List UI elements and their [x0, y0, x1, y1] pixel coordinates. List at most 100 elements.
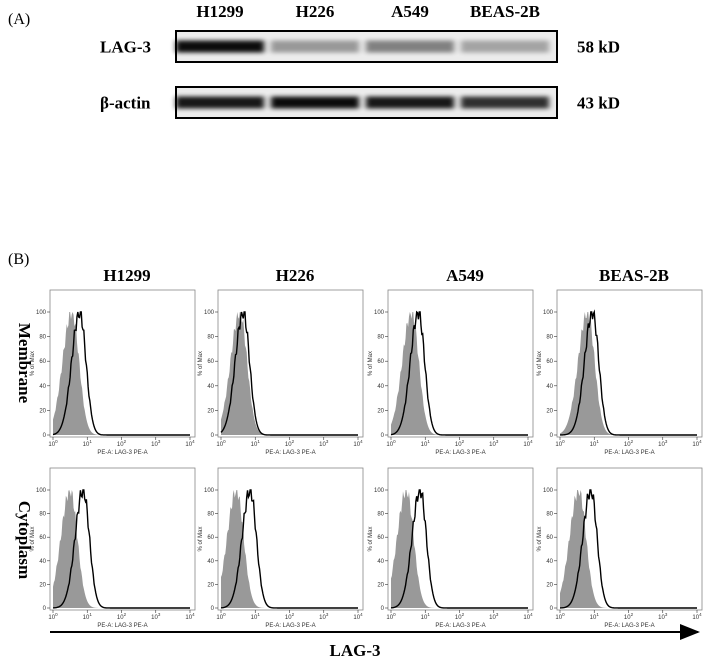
isotype-fill — [221, 312, 358, 435]
tick-exponent: 1 — [596, 612, 599, 617]
isotype-fill — [53, 490, 190, 608]
isotype-fill — [221, 490, 358, 608]
tick-exponent: 4 — [530, 612, 533, 617]
plot-frame — [49, 289, 196, 438]
tick-base: 10 — [353, 442, 360, 448]
plot-frame — [217, 467, 364, 611]
y-tick-label: 100 — [374, 488, 385, 494]
y-tick-label: 0 — [550, 606, 554, 612]
x-tick-label: 103 — [489, 439, 499, 448]
sample-line — [220, 311, 358, 436]
tick-base: 10 — [624, 442, 631, 448]
tick-exponent: 4 — [192, 612, 195, 617]
tick-base: 10 — [455, 615, 462, 621]
band — [271, 96, 359, 109]
y-tick-label: 100 — [204, 310, 215, 316]
tick-exponent: 4 — [530, 439, 533, 444]
x-tick-label: 101 — [590, 612, 600, 621]
y-tick-label: 20 — [546, 408, 553, 414]
y-axis-label: % of Max — [537, 526, 543, 551]
tick-base: 10 — [658, 442, 665, 448]
band — [366, 96, 454, 109]
band — [271, 40, 359, 53]
panel-label: (B) — [8, 251, 29, 268]
x-tick-label: 102 — [455, 612, 465, 621]
band — [461, 40, 549, 53]
x-tick-label: 102 — [285, 439, 295, 448]
tick-base: 10 — [353, 615, 360, 621]
sample-line — [390, 489, 528, 609]
tick-base: 10 — [83, 615, 90, 621]
y-tick-label: 100 — [36, 488, 47, 494]
tick-base: 10 — [117, 442, 124, 448]
x-tick-label: 104 — [185, 439, 195, 448]
x-tick-label: 101 — [421, 439, 431, 448]
y-tick-label: 60 — [377, 535, 384, 541]
plot-frame — [217, 289, 364, 438]
band — [461, 96, 549, 109]
plot-frame — [49, 467, 196, 611]
y-tick-label: 100 — [374, 310, 385, 316]
plot-frame — [387, 289, 534, 438]
x-tick-label: 101 — [83, 612, 93, 621]
tick-base: 10 — [555, 615, 562, 621]
y-tick-label: 20 — [39, 582, 46, 588]
blot-label: β-actin — [100, 94, 151, 113]
column-header: BEAS-2B — [470, 2, 540, 21]
y-axis-label: % of Max — [198, 351, 204, 376]
y-axis-label: % of Max — [198, 526, 204, 551]
y-tick-label: 100 — [543, 488, 554, 494]
sample-line — [559, 309, 697, 436]
x-tick-label: 100 — [386, 439, 396, 448]
y-axis-label: % of Max — [30, 351, 36, 376]
column-header: BEAS-2B — [599, 266, 669, 285]
y-tick-label: 100 — [36, 310, 47, 316]
tick-exponent: 3 — [665, 612, 668, 617]
y-tick-label: 0 — [43, 433, 47, 439]
tick-exponent: 2 — [462, 612, 465, 617]
y-tick-label: 60 — [39, 535, 46, 541]
tick-base: 10 — [386, 615, 393, 621]
tick-base: 10 — [216, 615, 223, 621]
x-tick-label: 101 — [421, 612, 431, 621]
y-tick-label: 20 — [546, 582, 553, 588]
y-tick-label: 60 — [377, 359, 384, 365]
tick-exponent: 1 — [89, 612, 92, 617]
blot-label: LAG-3 — [100, 38, 151, 57]
x-tick-label: 104 — [692, 612, 702, 621]
tick-exponent: 2 — [631, 612, 634, 617]
tick-exponent: 4 — [360, 439, 363, 444]
y-axis-label: % of Max — [537, 351, 543, 376]
panel-label: (A) — [8, 11, 30, 28]
tick-base: 10 — [83, 442, 90, 448]
tick-exponent: 2 — [124, 612, 127, 617]
tick-base: 10 — [185, 615, 192, 621]
y-tick-label: 40 — [546, 559, 553, 565]
isotype-fill — [391, 312, 528, 435]
tick-base: 10 — [151, 615, 158, 621]
y-tick-label: 0 — [211, 606, 215, 612]
x-axis-label: PE-A: LAG-3 PE-A — [435, 623, 485, 629]
arrow-label: LAG-3 — [330, 641, 381, 660]
tick-exponent: 3 — [496, 612, 499, 617]
x-tick-label: 104 — [185, 612, 195, 621]
tick-exponent: 1 — [257, 612, 260, 617]
x-tick-label: 102 — [285, 612, 295, 621]
tick-base: 10 — [523, 442, 530, 448]
y-tick-label: 60 — [546, 359, 553, 365]
x-tick-label: 101 — [251, 439, 261, 448]
x-axis-label: PE-A: LAG-3 PE-A — [604, 623, 654, 629]
y-tick-label: 0 — [550, 433, 554, 439]
y-tick-label: 40 — [377, 559, 384, 565]
column-header: A549 — [446, 266, 484, 285]
plot-frame — [556, 467, 703, 611]
x-tick-label: 100 — [216, 612, 226, 621]
y-tick-label: 80 — [39, 335, 46, 341]
x-tick-label: 100 — [386, 612, 396, 621]
x-tick-label: 100 — [555, 439, 565, 448]
